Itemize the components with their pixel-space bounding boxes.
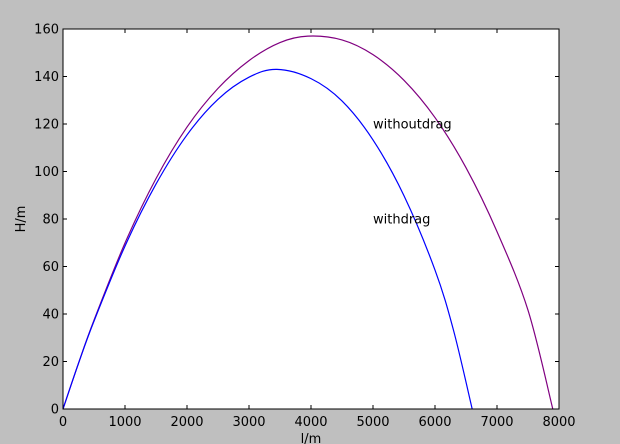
x-tick-label: 6000 <box>418 415 451 430</box>
y-tick-label: 160 <box>34 23 59 38</box>
x-tick-label: 8000 <box>542 415 575 430</box>
y-axis-label: H/m <box>14 206 29 233</box>
x-tick-label: 3000 <box>232 415 265 430</box>
series-line-1 <box>62 68 473 410</box>
x-tick-label: 7000 <box>480 415 513 430</box>
y-tick-label: 60 <box>42 260 59 275</box>
y-tick-label: 40 <box>42 308 59 323</box>
y-tick-label: 120 <box>34 118 59 133</box>
x-tick-label: 1000 <box>108 415 141 430</box>
series-layer <box>62 35 554 410</box>
y-tick-label: 140 <box>34 70 59 85</box>
x-tick-label: 0 <box>59 415 67 430</box>
y-tick-label: 80 <box>42 213 59 228</box>
y-tick-label: 0 <box>51 403 59 418</box>
x-tick-label: 2000 <box>170 415 203 430</box>
annotation-withdrag: withdrag <box>373 213 430 228</box>
x-tick-label: 5000 <box>356 415 389 430</box>
series-line-0 <box>62 35 554 410</box>
y-tick-label: 100 <box>34 165 59 180</box>
annotation-layer: withoutdrag withdrag <box>373 118 452 228</box>
plot-area <box>63 29 559 409</box>
y-tick-label: 20 <box>42 355 59 370</box>
tick-layer: 0 1000 2000 3000 4000 5000 6000 7000 8000 0 20 40 60… <box>34 23 575 431</box>
x-tick-label: 4000 <box>294 415 327 430</box>
x-axis-label: l/m <box>301 432 322 444</box>
annotation-withoutdrag: withoutdrag <box>373 118 452 133</box>
